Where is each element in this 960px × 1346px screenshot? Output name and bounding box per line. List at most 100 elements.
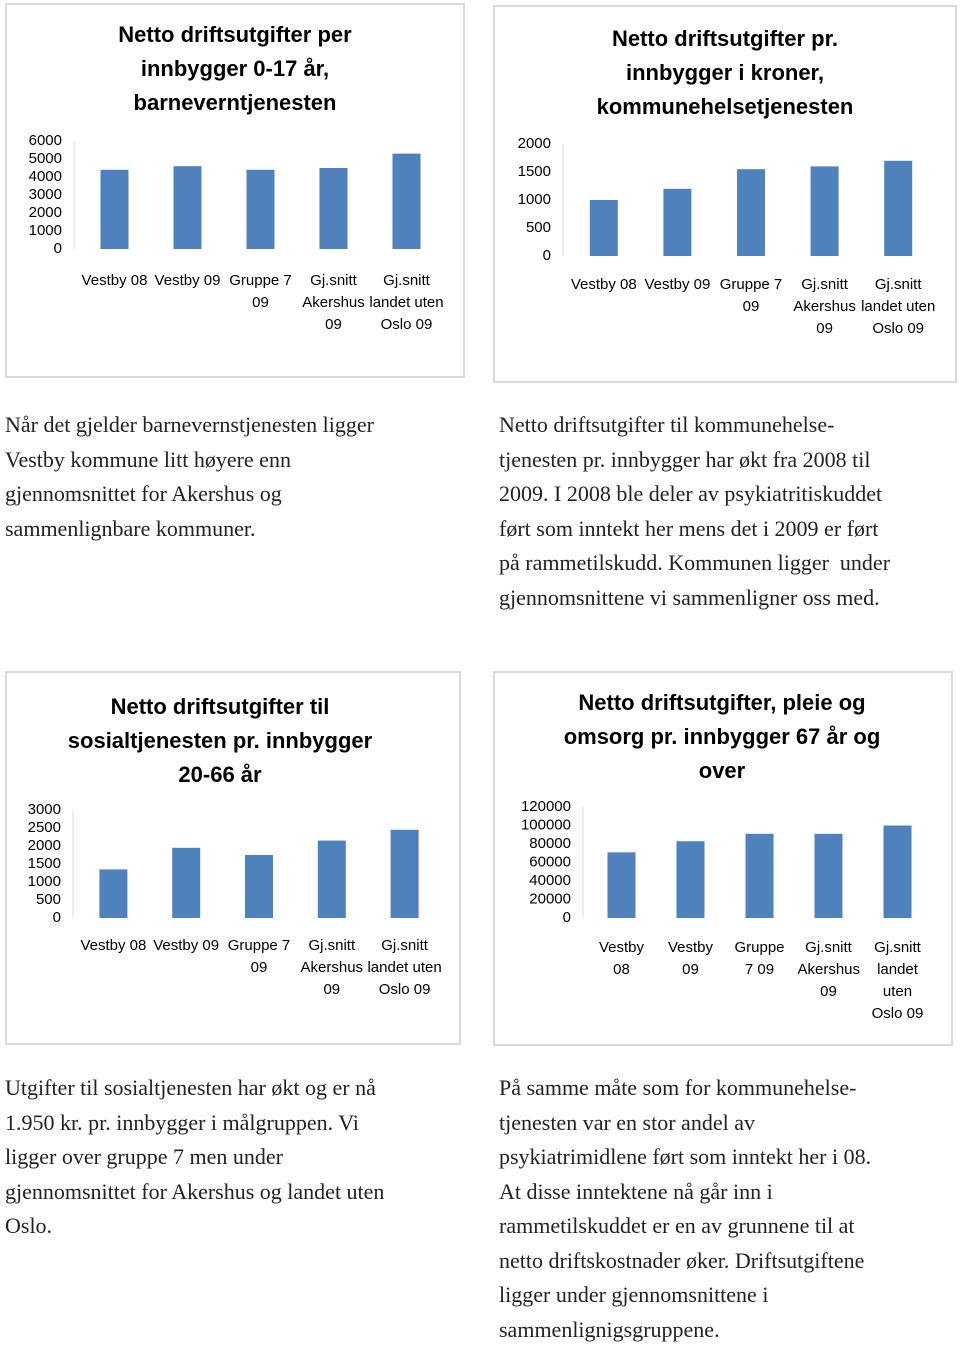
text-line: rammetilskuddet er en av grunnene til at: [499, 1213, 855, 1238]
y-tick-label: 500: [36, 891, 61, 908]
y-tick-label: 1500: [518, 163, 551, 180]
y-tick-label: 100000: [521, 816, 571, 833]
text-line: psykiatrimidlene ført som inntekt her i …: [499, 1144, 872, 1169]
y-tick-label: 0: [543, 247, 551, 264]
text-line: 2009. I 2008 ble deler av psykiatritisku…: [499, 481, 883, 506]
chart-frame: [493, 5, 957, 383]
y-tick-label: 0: [563, 909, 571, 926]
y-tick-label: 120000: [521, 798, 571, 815]
bar: [663, 188, 692, 256]
chart-frame: [5, 671, 461, 1045]
y-tick-label: 20000: [529, 890, 571, 907]
bar: [589, 200, 618, 256]
x-tick-label: Gruppe 7 09: [229, 272, 292, 311]
bar: [319, 168, 348, 249]
x-tick-label: Vestby 09: [667, 939, 714, 978]
chart-title: Netto driftsutgifter, pleie og omsorg pr…: [563, 690, 881, 783]
x-tick-label: Gj.snitt Akershus 09: [797, 939, 861, 1000]
chart-frame: [493, 671, 953, 1046]
x-tick-label: Gruppe 7 09: [719, 276, 783, 315]
chart-frame: [5, 3, 465, 378]
text-line: At disse inntektene nå går inn i: [499, 1178, 773, 1204]
text-line: Oslo.: [5, 1213, 53, 1238]
text-line: ført som inntekt her mens det i 2009 er …: [499, 515, 879, 541]
x-tick-label: Vestby 08: [80, 937, 147, 954]
text-line: ligger over gruppe 7 men under: [5, 1144, 283, 1169]
y-tick-label: 3000: [29, 186, 62, 203]
bar: [737, 169, 765, 256]
x-tick-label: Gj.snitt landet uten Oslo 09: [861, 276, 936, 337]
bar: [246, 169, 275, 249]
text-line: netto driftskostnader øker. Driftsutgift…: [499, 1247, 865, 1273]
y-tick-label: 2500: [28, 819, 61, 836]
bar: [810, 166, 839, 256]
text-line: ligger under gjennomsnittene i: [499, 1282, 769, 1307]
x-tick-label: Vestby 08: [81, 272, 148, 289]
chart-title: Netto driftsutgifter pr. innbygger i kro…: [596, 26, 854, 119]
x-tick-label: Vestby 08: [598, 939, 645, 978]
y-tick-label: 40000: [529, 872, 571, 889]
x-tick-label: Gj.snitt landet uten Oslo 09: [871, 939, 924, 1022]
x-tick-label: Gruppe 7 09: [734, 939, 785, 978]
bar: [883, 825, 912, 918]
paragraph: Netto driftsutgifter til kommunehelse-tj…: [499, 408, 890, 615]
x-tick-label: Vestby 09: [154, 272, 221, 289]
chart-title: Netto driftsutgifter per innbygger 0-17 …: [118, 22, 352, 115]
y-tick-label: 80000: [529, 835, 571, 852]
paragraph: På samme måte som for kommunehelse-tjene…: [499, 1071, 871, 1346]
bar: [100, 169, 129, 249]
y-tick-label: 3000: [28, 801, 61, 818]
x-tick-label: Gj.snitt Akershus 09: [300, 937, 364, 998]
text-line: Når det gjelder barnevernstjenesten ligg…: [5, 412, 374, 437]
text-line: sammenlignigsgruppene.: [499, 1316, 720, 1342]
bar: [390, 829, 419, 918]
y-tick-label: 500: [526, 219, 551, 236]
x-tick-label: Gj.snitt landet uten Oslo 09: [367, 937, 442, 998]
y-tick-label: 60000: [529, 853, 571, 870]
bar: [245, 855, 273, 918]
bar: [99, 869, 128, 918]
text-line: gjennomsnittet for Akershus og: [5, 481, 282, 506]
y-tick-label: 2000: [28, 837, 61, 854]
text-line: gjennomsnittet for Akershus og landet ut…: [5, 1178, 385, 1204]
x-tick-label: Gj.snitt landet uten Oslo 09: [369, 272, 444, 333]
bar: [173, 166, 202, 249]
x-tick-label: Gj.snitt Akershus 09: [793, 276, 856, 337]
x-tick-label: Vestby 08: [570, 276, 637, 293]
x-tick-label: Vestby 09: [153, 937, 220, 954]
y-tick-label: 1500: [28, 855, 61, 872]
x-tick-label: Gruppe 7 09: [227, 937, 291, 976]
bar: [745, 833, 774, 918]
text-line: gjennomsnittene vi sammenligner oss med.: [499, 584, 880, 610]
bar: [814, 833, 843, 918]
text-line: sammenlignbare kommuner.: [5, 515, 256, 541]
x-tick-label: Vestby 09: [644, 276, 711, 293]
bar: [884, 160, 913, 256]
text-line: Vestby kommune litt høyere enn: [5, 446, 291, 472]
y-tick-label: 2000: [29, 204, 62, 221]
y-tick-label: 0: [54, 240, 62, 257]
y-tick-label: 6000: [29, 132, 62, 149]
text-line: Netto driftsutgifter til kommunehelse-: [499, 412, 835, 437]
text-line: Utgifter til sosialtjenesten har økt og …: [5, 1075, 376, 1100]
y-tick-label: 5000: [29, 150, 62, 167]
y-tick-label: 0: [53, 909, 61, 926]
text-line: tjenesten var en stor andel av: [499, 1109, 755, 1135]
paragraph: Når det gjelder barnevernstjenesten ligg…: [5, 408, 374, 546]
y-tick-label: 1000: [518, 191, 551, 208]
text-line: 1.950 kr. pr. innbygger i målgruppen. Vi: [5, 1109, 359, 1135]
text-line: På samme måte som for kommunehelse-: [499, 1075, 857, 1100]
chart-title: Netto driftsutgifter til sosialtjenesten…: [67, 694, 373, 787]
y-tick-label: 1000: [29, 222, 62, 239]
text-line: på rammetilskudd. Kommunen ligger under: [499, 550, 891, 575]
bar: [676, 841, 705, 918]
bar: [317, 840, 346, 918]
paragraph: Utgifter til sosialtjenesten har økt og …: [5, 1071, 384, 1244]
bar: [607, 852, 636, 918]
x-tick-label: Gj.snitt Akershus 09: [302, 272, 365, 333]
y-tick-label: 1000: [28, 873, 61, 890]
bar: [172, 847, 201, 918]
text-line: tjenesten pr. innbygger har økt fra 2008…: [499, 446, 871, 472]
y-tick-label: 4000: [29, 168, 62, 185]
